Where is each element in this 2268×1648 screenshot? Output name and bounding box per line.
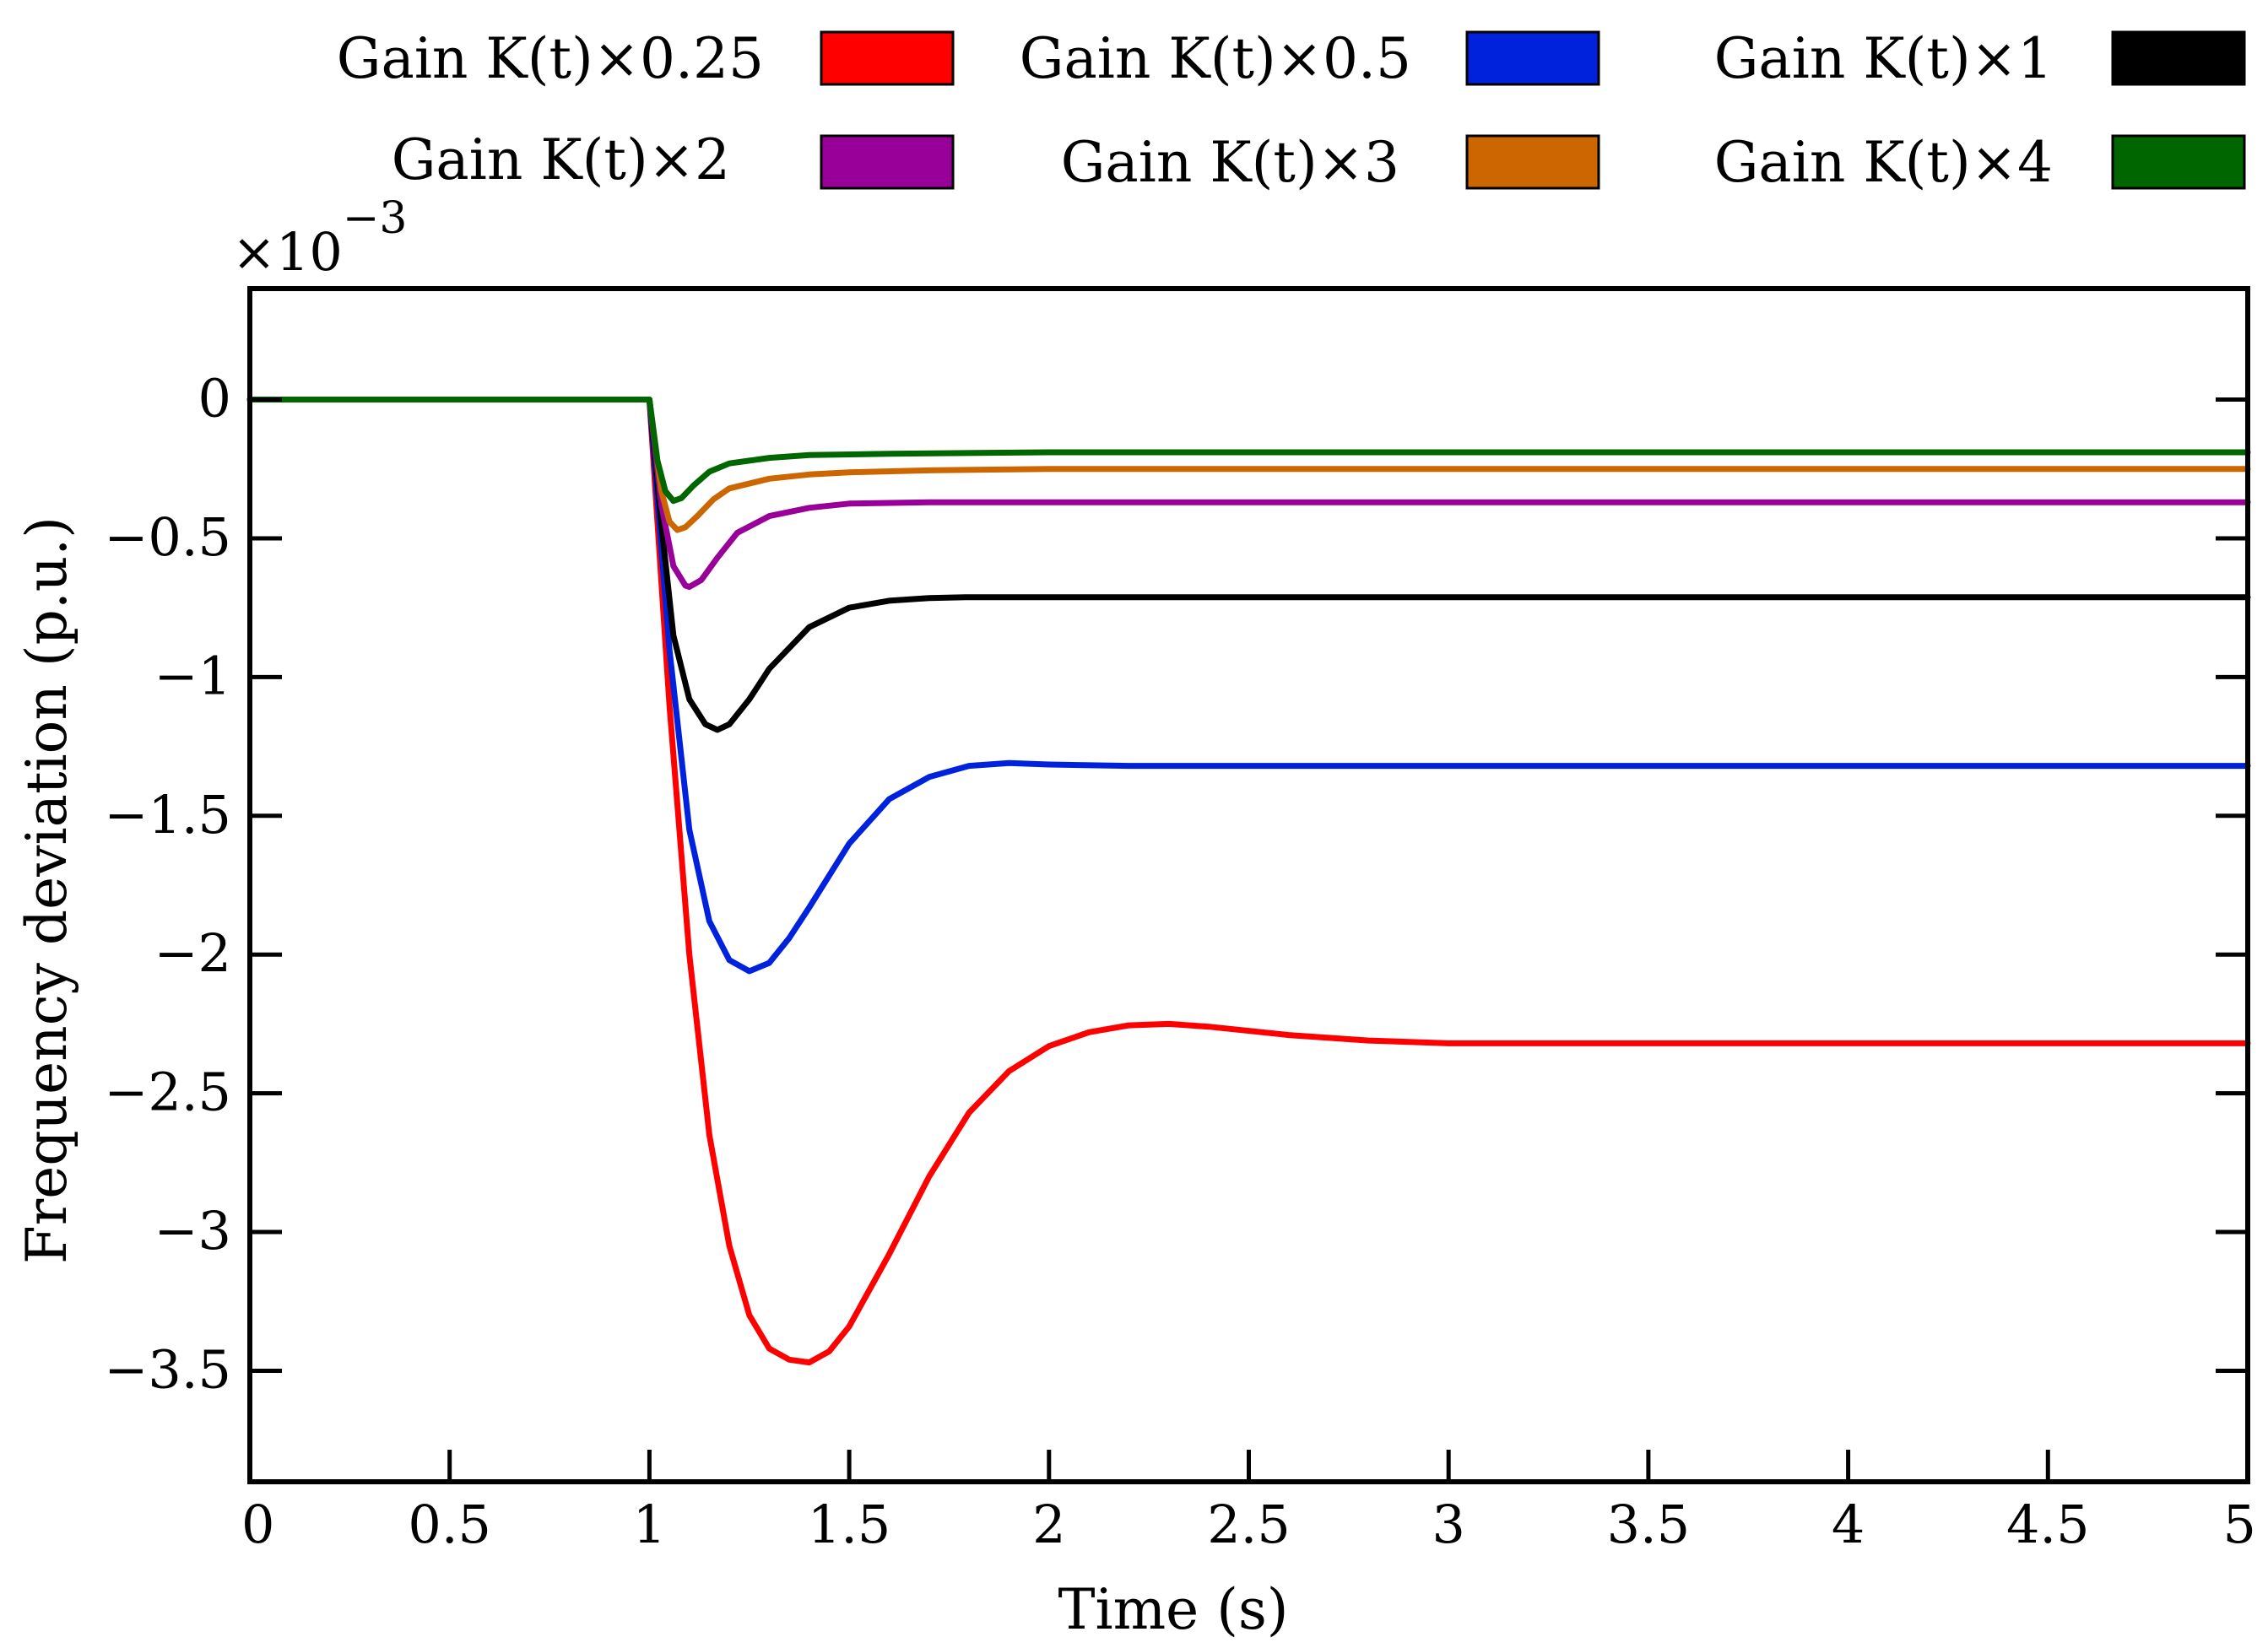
series-line [246,397,2251,505]
series-line [246,397,2251,590]
legend-swatch [820,134,955,190]
y-tick-label: −3.5 [104,1338,231,1400]
legend: Gain K(t)×0.25 Gain K(t)×0.5 Gain K(t)×1… [337,26,2246,195]
x-tick-label: 5 [2223,1494,2256,1555]
legend-label: Gain K(t)×3 [1061,130,1399,195]
y-tick-label: −3 [154,1200,231,1262]
series-line [246,397,2251,733]
x-tick-label: 0 [241,1494,274,1555]
y-tick-label: 0 [198,368,231,430]
legend-label: Gain K(t)×1 [1714,26,2053,91]
series-line [246,397,2251,975]
legend-swatch [2111,30,2246,86]
y-tick-label: −0.5 [104,506,231,568]
x-tick-label: 4.5 [2006,1494,2090,1555]
y-tick-label: −1.5 [104,784,231,846]
legend-swatch [1465,134,1600,190]
x-tick-label: 0.5 [408,1494,491,1555]
y-axis-multiplier: ×10−3 [232,193,408,283]
legend-swatch [2111,134,2246,190]
legend-label: Gain K(t)×0.5 [1020,26,1411,91]
y-multiplier-prefix: ×10 [232,221,343,283]
x-tick-label: 2.5 [1207,1494,1291,1555]
legend-label: Gain K(t)×2 [392,127,730,192]
y-axis-label: Frequency deviation (p.u.) [14,516,79,1264]
x-axis-label: Time (s) [1058,1577,1288,1642]
x-tick-label: 2 [1032,1494,1065,1555]
legend-entry: Gain K(t)×2 [392,127,955,192]
x-tick-label: 3 [1432,1494,1464,1555]
y-tick-label: −2 [154,922,231,984]
x-tick-label: 1.5 [808,1494,891,1555]
legend-label: Gain K(t)×4 [1714,130,2053,195]
series-layer [246,397,2251,1366]
y-tick-label: −1 [154,645,231,706]
y-multiplier-exponent: −3 [343,193,408,244]
x-tick-label: 3.5 [1607,1494,1691,1555]
legend-entry: Gain K(t)×0.25 [337,26,955,91]
x-tick-label: 4 [1832,1494,1865,1555]
series-line [246,397,2251,1366]
legend-entry: Gain K(t)×4 [1714,130,2246,195]
y-tick-label: −2.5 [104,1062,231,1123]
series-line [246,397,2251,533]
x-tick-label: 1 [633,1494,666,1555]
tick-layer: 0 0.5 1 1.5 2 2.5 3 3.5 4 4.5 5 0 −0.5 −1 −1.5 −2 −2.5 −3… [104,368,2256,1555]
legend-swatch [820,30,955,86]
legend-label: Gain K(t)×0.25 [337,26,764,91]
legend-entry: Gain K(t)×1 [1714,26,2246,91]
legend-entry: Gain K(t)×0.5 [1020,26,1600,91]
legend-swatch [1465,30,1600,86]
legend-entry: Gain K(t)×3 [1061,130,1600,195]
